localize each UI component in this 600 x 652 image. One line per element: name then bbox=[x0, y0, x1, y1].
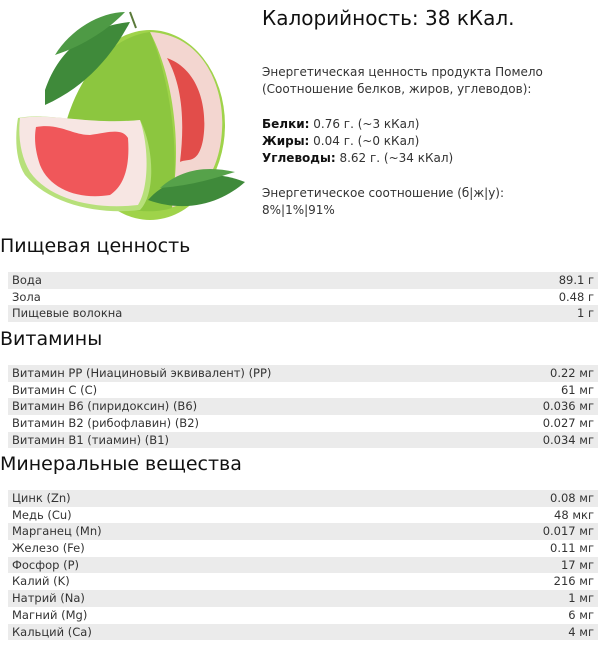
row-name: Магний (Mg) bbox=[12, 607, 88, 622]
row-name: Витамин B1 (тиамин) (B1) bbox=[12, 432, 169, 447]
row-value: 0.08 мг bbox=[550, 491, 594, 505]
nutrition-table: Вода 89.1 г Зола 0.48 г Пищевые волокна 1 г bbox=[8, 272, 598, 323]
row-name: Медь (Cu) bbox=[12, 507, 72, 522]
row-name: Цинк (Zn) bbox=[12, 491, 71, 505]
row-value: 0.11 мг bbox=[550, 541, 594, 556]
row-name: Витамин B2 (рибофлавин) (B2) bbox=[12, 416, 200, 431]
energy-intro-line-2: (Соотношение белков, жиров, углеводов): bbox=[262, 82, 532, 96]
table-row: Витамин B1 (тиамин) (B1) 0.034 мг bbox=[8, 431, 598, 449]
row-name: Витамин C (C) bbox=[12, 382, 98, 397]
ratio-label: Энергетическое соотношение (б|ж|у): bbox=[262, 186, 505, 200]
row-value: 0.036 мг bbox=[542, 399, 594, 414]
section-title: Пищевая ценность bbox=[0, 235, 191, 257]
table-row: Витамин B2 (рибофлавин) (B2) 0.027 мг bbox=[8, 415, 598, 432]
row-value: 0.017 мг bbox=[542, 524, 594, 539]
ratio-value: 8%|1%|91% bbox=[262, 203, 335, 217]
row-value: 6 мг bbox=[568, 607, 594, 622]
energy-info: Калорийность: 38 кКал. Энергетическая це… bbox=[262, 0, 598, 237]
row-name: Витамин PP (Ниациновый эквивалент) (PP) bbox=[12, 366, 272, 380]
row-value: 1 г bbox=[576, 306, 594, 321]
table-row: Витамин C (C) 61 мг bbox=[8, 382, 598, 399]
row-value: 0.48 г bbox=[558, 289, 594, 304]
protein-value: 0.76 г. (~3 кКал) bbox=[309, 117, 420, 131]
table-row: Пищевые волокна 1 г bbox=[8, 305, 598, 323]
fat-label: Жиры: bbox=[262, 134, 310, 148]
table-row: Кальций (Ca) 4 мг bbox=[8, 623, 598, 641]
row-name: Пищевые волокна bbox=[12, 306, 123, 321]
row-value: 4 мг bbox=[568, 624, 594, 639]
row-name: Калий (K) bbox=[12, 574, 70, 589]
section-title: Минеральные вещества bbox=[0, 453, 242, 475]
row-value: 48 мкг bbox=[554, 507, 594, 522]
calories-title: Калорийность: 38 кКал. bbox=[262, 6, 515, 30]
macros-list: Белки: 0.76 г. (~3 кКал) Жиры: 0.04 г. (… bbox=[262, 116, 598, 167]
table-row: Марганец (Mn) 0.017 мг bbox=[8, 523, 598, 541]
section-title: Витамины bbox=[0, 328, 103, 350]
row-name: Фосфор (P) bbox=[12, 557, 79, 572]
row-value: 216 мг bbox=[553, 574, 594, 589]
table-row: Магний (Mg) 6 мг bbox=[8, 607, 598, 624]
energy-ratio: Энергетическое соотношение (б|ж|у): 8%|1… bbox=[262, 185, 598, 219]
row-name: Витамин B6 (пиридоксин) (B6) bbox=[12, 399, 198, 414]
row-value: 61 мг bbox=[560, 382, 594, 397]
row-value: 89.1 г bbox=[558, 273, 594, 287]
row-value: 0.027 мг bbox=[542, 416, 594, 431]
table-row: Натрий (Na) 1 мг bbox=[8, 590, 598, 607]
row-name: Зола bbox=[12, 289, 41, 304]
row-value: 0.034 мг bbox=[542, 432, 594, 447]
row-name: Железо (Fe) bbox=[12, 541, 85, 556]
section-nutrition: Пищевая ценность Вода 89.1 г Зола 0.48 г П… bbox=[0, 234, 600, 323]
row-name: Марганец (Mn) bbox=[12, 524, 102, 539]
row-name: Натрий (Na) bbox=[12, 591, 85, 606]
section-vitamins: Витамины Витамин PP (Ниациновый эквивале… bbox=[0, 327, 600, 449]
row-value: 1 мг bbox=[568, 591, 594, 606]
row-value: 0.22 мг bbox=[550, 366, 594, 380]
table-row: Фосфор (P) 17 мг bbox=[8, 556, 598, 574]
table-row: Цинк (Zn) 0.08 мг bbox=[8, 490, 598, 507]
table-row: Витамин B6 (пиридоксин) (B6) 0.036 мг bbox=[8, 398, 598, 416]
table-row: Витамин PP (Ниациновый эквивалент) (PP) 0… bbox=[8, 365, 598, 382]
energy-intro-line-1: Энергетическая ценность продукта Помело bbox=[262, 65, 543, 79]
table-row: Железо (Fe) 0.11 мг bbox=[8, 540, 598, 557]
energy-intro: Энергетическая ценность продукта Помело … bbox=[262, 64, 598, 98]
protein-label: Белки: bbox=[262, 117, 310, 131]
fat-value: 0.04 г. (~0 кКал) bbox=[309, 134, 420, 148]
table-row: Калий (K) 216 мг bbox=[8, 573, 598, 590]
table-row: Медь (Cu) 48 мкг bbox=[8, 507, 598, 524]
section-minerals: Минеральные вещества Цинк (Zn) 0.08 мг Ме… bbox=[0, 452, 600, 641]
row-name: Вода bbox=[12, 273, 42, 287]
table-row: Зола 0.48 г bbox=[8, 289, 598, 306]
pomelo-image bbox=[0, 0, 250, 228]
row-value: 17 мг bbox=[560, 557, 594, 572]
minerals-table: Цинк (Zn) 0.08 мг Медь (Cu) 48 мкг Маргане… bbox=[8, 490, 598, 641]
vitamins-table: Витамин PP (Ниациновый эквивалент) (PP) 0… bbox=[8, 365, 598, 449]
table-row: Вода 89.1 г bbox=[8, 272, 598, 289]
row-name: Кальций (Ca) bbox=[12, 624, 92, 639]
carbs-value: 8.62 г. (~34 кКал) bbox=[335, 151, 454, 165]
carbs-label: Углеводы: bbox=[262, 151, 336, 165]
